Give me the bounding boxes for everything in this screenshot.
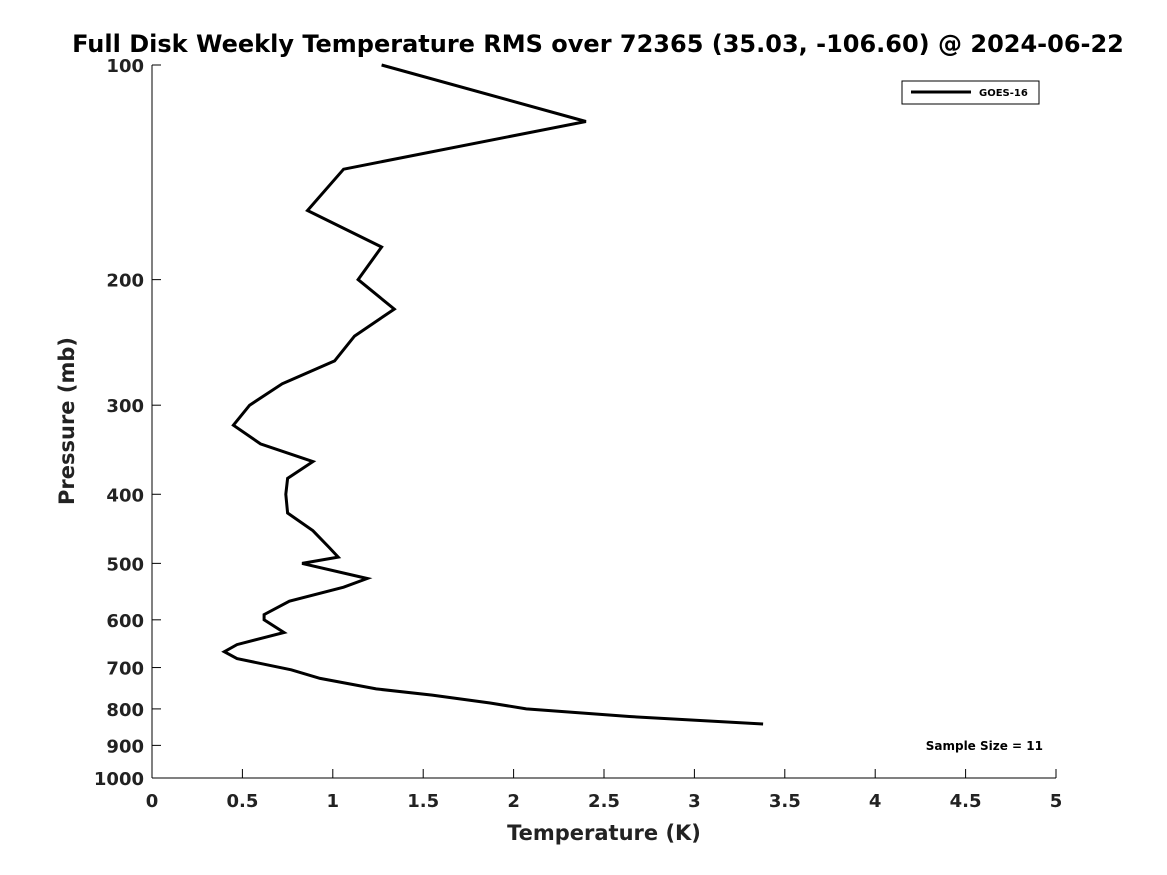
y-tick-label: 400 (106, 485, 144, 506)
x-tick-label: 3 (688, 791, 701, 812)
legend: GOES-16 (901, 80, 1040, 105)
y-tick-label: 700 (106, 659, 144, 680)
legend-label-goes-16: GOES-16 (979, 88, 1028, 99)
x-tick-label: 1 (327, 791, 340, 812)
series-line-goes-16 (221, 63, 764, 726)
y-axis-label: Pressure (mb) (55, 337, 79, 505)
chart-title: Full Disk Weekly Temperature RMS over 72… (72, 30, 1124, 58)
plot-frame (151, 65, 1056, 779)
x-tick-label: 3.5 (769, 791, 801, 812)
x-tick-label: 1.5 (407, 791, 439, 812)
x-tick-label: 2 (507, 791, 520, 812)
x-axis-label: Temperature (K) (507, 821, 701, 845)
y-tick-label: 1000 (94, 769, 144, 790)
y-axis-ticks: 100 200 300 400 500 600 700 800 900 1000 (94, 56, 161, 790)
y-tick-label: 200 (106, 271, 144, 292)
y-tick-label: 800 (106, 700, 144, 721)
x-tick-label: 0 (146, 791, 159, 812)
y-tick-label: 500 (106, 554, 144, 575)
sample-size-annotation: Sample Size = 11 (926, 739, 1043, 753)
x-tick-label: 4.5 (950, 791, 982, 812)
y-tick-label: 900 (106, 736, 144, 757)
x-tick-label: 5 (1050, 791, 1063, 812)
x-tick-label: 0.5 (226, 791, 258, 812)
x-tick-label: 2.5 (588, 791, 620, 812)
y-tick-label: 300 (106, 396, 144, 417)
y-tick-label: 600 (106, 611, 144, 632)
series-layer (221, 63, 764, 726)
x-axis-ticks: 0 0.5 1 1.5 2 2.5 3 3.5 4 4.5 5 (146, 769, 1063, 812)
y-tick-label: 100 (106, 56, 144, 77)
x-tick-label: 4 (869, 791, 882, 812)
